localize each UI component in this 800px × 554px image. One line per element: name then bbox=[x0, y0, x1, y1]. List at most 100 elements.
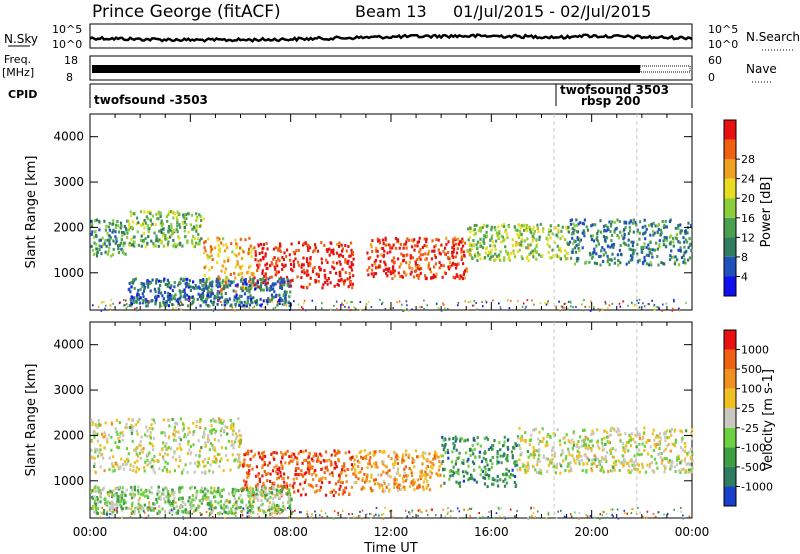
data-cell bbox=[506, 454, 509, 457]
data-cell bbox=[566, 257, 569, 261]
data-cell bbox=[571, 250, 574, 254]
data-cell bbox=[307, 249, 310, 252]
ground-scatter-cell bbox=[310, 516, 312, 519]
data-cell bbox=[274, 508, 277, 512]
data-cell bbox=[265, 242, 268, 245]
data-cell bbox=[532, 232, 536, 236]
data-cell bbox=[472, 242, 475, 246]
data-cell bbox=[160, 228, 163, 232]
data-cell bbox=[297, 473, 300, 477]
power-ylabel: Slant Range [km] bbox=[24, 156, 39, 269]
data-cell bbox=[308, 451, 311, 455]
data-cell bbox=[235, 290, 238, 294]
data-cell bbox=[679, 246, 682, 250]
data-cell bbox=[291, 278, 294, 282]
data-cell bbox=[564, 238, 567, 242]
data-cell bbox=[427, 266, 430, 270]
data-cell bbox=[214, 449, 217, 452]
data-cell bbox=[512, 249, 515, 253]
data-cell bbox=[535, 449, 538, 453]
ground-scatter-cell bbox=[304, 309, 307, 312]
data-cell bbox=[435, 472, 438, 476]
data-cell bbox=[214, 460, 217, 464]
data-cell bbox=[404, 465, 407, 469]
ground-scatter-cell bbox=[639, 511, 641, 514]
data-cell bbox=[635, 445, 638, 449]
data-cell bbox=[348, 450, 351, 454]
ground-scatter-cell bbox=[653, 308, 656, 311]
data-cell bbox=[211, 460, 214, 464]
data-cell bbox=[215, 279, 218, 283]
data-cell bbox=[405, 474, 408, 478]
ground-scatter-cell bbox=[105, 304, 107, 307]
data-cell bbox=[268, 508, 271, 512]
data-cell bbox=[273, 265, 276, 269]
ground-scatter-cell bbox=[569, 513, 572, 516]
data-cell bbox=[528, 225, 531, 229]
data-cell bbox=[612, 465, 615, 469]
data-cell bbox=[501, 472, 505, 476]
data-cell bbox=[538, 430, 541, 434]
data-cell bbox=[125, 228, 128, 232]
data-cell bbox=[398, 274, 402, 278]
data-cell bbox=[503, 258, 506, 262]
data-cell bbox=[463, 439, 466, 443]
ground-scatter-cell bbox=[142, 510, 145, 513]
data-cell bbox=[278, 277, 281, 281]
data-cell bbox=[90, 418, 93, 422]
data-cell bbox=[425, 276, 428, 280]
data-cell bbox=[556, 462, 559, 466]
data-cell bbox=[472, 452, 475, 456]
data-cell bbox=[338, 473, 341, 477]
data-cell bbox=[162, 227, 165, 231]
data-cell bbox=[559, 257, 562, 261]
ground-scatter-cell bbox=[478, 512, 480, 514]
data-cell bbox=[188, 448, 191, 452]
data-cell bbox=[476, 442, 479, 446]
data-cell bbox=[350, 456, 353, 460]
ground-scatter-cell bbox=[645, 516, 648, 519]
data-cell bbox=[269, 491, 272, 495]
data-cell bbox=[241, 271, 244, 275]
data-cell bbox=[120, 496, 123, 500]
data-cell bbox=[443, 445, 446, 449]
data-cell bbox=[286, 486, 289, 490]
data-cell bbox=[248, 280, 251, 284]
data-cell bbox=[498, 231, 501, 235]
data-cell bbox=[499, 454, 502, 458]
data-cell bbox=[166, 282, 169, 286]
data-cell bbox=[304, 458, 307, 462]
data-cell bbox=[452, 244, 455, 248]
data-cell bbox=[455, 266, 458, 270]
data-cell bbox=[91, 455, 94, 459]
data-cell bbox=[220, 292, 223, 296]
data-cell bbox=[545, 457, 548, 461]
data-cell bbox=[623, 233, 626, 236]
data-cell bbox=[140, 448, 143, 452]
data-cell bbox=[173, 496, 176, 500]
data-cell bbox=[469, 230, 472, 234]
data-cell bbox=[333, 488, 336, 492]
ground-scatter-cell bbox=[521, 305, 524, 308]
ground-scatter-cell bbox=[421, 511, 423, 514]
data-cell bbox=[132, 278, 135, 282]
data-cell bbox=[307, 464, 310, 468]
ground-scatter-cell bbox=[184, 511, 187, 514]
data-cell bbox=[246, 506, 249, 510]
data-cell bbox=[679, 471, 682, 474]
data-cell bbox=[276, 303, 279, 307]
data-cell bbox=[579, 435, 582, 439]
data-cell bbox=[324, 476, 327, 480]
data-cell bbox=[313, 471, 316, 475]
data-cell bbox=[151, 214, 154, 218]
data-cell bbox=[193, 286, 196, 290]
data-cell bbox=[623, 221, 626, 225]
data-cell bbox=[278, 242, 282, 246]
data-cell bbox=[547, 251, 550, 255]
data-cell bbox=[389, 245, 392, 249]
data-cell bbox=[93, 465, 96, 469]
data-cell bbox=[365, 479, 368, 483]
data-cell bbox=[544, 444, 547, 448]
data-cell bbox=[207, 457, 210, 461]
data-cell bbox=[174, 439, 178, 443]
